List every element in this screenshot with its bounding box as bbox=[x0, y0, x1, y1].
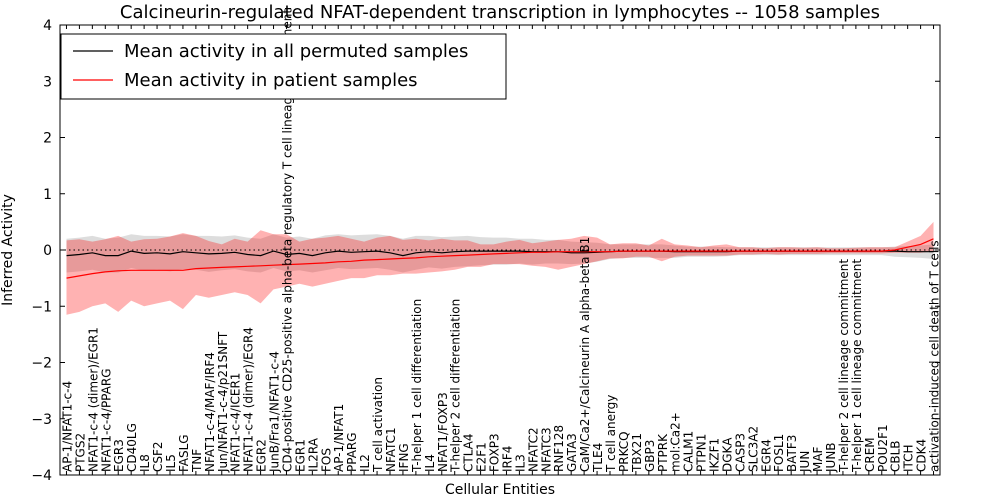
y-tick-label: 4 bbox=[43, 18, 52, 34]
x-tick-label: CTLA4 bbox=[462, 433, 476, 472]
y-tick-label: −2 bbox=[31, 356, 52, 372]
line-patient bbox=[66, 238, 934, 279]
x-tick-label: EGR2 bbox=[255, 439, 269, 472]
x-tick-label: PTGS2 bbox=[73, 433, 87, 472]
y-axis-ticks: −4 −3 −2 −1 0 1 2 3 4 bbox=[31, 18, 940, 484]
x-tick-label: NFAT1-c-4 (dimer)/EGR1 bbox=[86, 327, 100, 472]
x-tick-label: T-helper 2 cell lineage commitment bbox=[837, 259, 851, 473]
x-tick-label: IL4 bbox=[423, 454, 437, 472]
legend: Mean activity in all permuted samples Me… bbox=[60, 33, 507, 100]
x-tick-label: BATF3 bbox=[785, 435, 799, 472]
x-tick-label: PTPN1 bbox=[695, 434, 709, 472]
x-tick-label: EGR1 bbox=[293, 439, 307, 472]
x-tick-label: IL2RA bbox=[306, 437, 320, 472]
x-tick-label: mol:Ca2+ bbox=[669, 412, 683, 472]
x-tick-label: TLE4 bbox=[591, 443, 605, 473]
legend-label-permuted: Mean activity in all permuted samples bbox=[124, 41, 468, 62]
x-tick-label: IRF4 bbox=[500, 446, 514, 472]
y-axis-label: Inferred Activity bbox=[0, 194, 16, 306]
x-tick-label: CD4-positive CD25-positive alpha-beta re… bbox=[280, 9, 294, 472]
x-tick-label: DGKA bbox=[720, 437, 734, 472]
x-tick-label: EGR3 bbox=[112, 439, 126, 472]
x-tick-label: NFAT1-c-4/MAF/IRF4 bbox=[203, 352, 217, 472]
x-tick-label: NFATC2 bbox=[526, 427, 540, 472]
x-tick-label: FOXP3 bbox=[488, 433, 502, 472]
band-patient bbox=[66, 221, 934, 315]
x-tick-label: RNF128 bbox=[552, 425, 566, 472]
x-tick-label: GATA3 bbox=[565, 433, 579, 472]
x-tick-label: NFAT1-c-4 (dimer)/EGR4 bbox=[242, 327, 256, 472]
y-tick-label: 1 bbox=[43, 187, 52, 203]
x-tick-label: IL5 bbox=[164, 454, 178, 472]
chart-title: Calcineurin-regulated NFAT-dependent tra… bbox=[120, 2, 880, 23]
x-tick-label: T-helper 1 cell lineage commitment bbox=[850, 259, 864, 473]
y-tick-label: 0 bbox=[43, 243, 52, 259]
x-tick-label: NFAT1/FOXP3 bbox=[436, 392, 450, 472]
legend-box bbox=[60, 33, 507, 100]
x-tick-label: MAF bbox=[811, 446, 825, 472]
x-tick-label: TNF bbox=[190, 449, 204, 473]
x-tick-label: activation-induced cell death of T cells bbox=[928, 240, 942, 472]
x-tick-label: NFATC1 bbox=[384, 427, 398, 472]
x-tick-label: POU2F1 bbox=[876, 424, 890, 472]
x-axis-label: Cellular Entities bbox=[445, 482, 555, 498]
x-tick-label: T cell anergy bbox=[604, 395, 618, 473]
y-tick-label: 2 bbox=[43, 131, 52, 147]
series-lines bbox=[66, 238, 934, 279]
x-tick-label: JUNB bbox=[824, 442, 838, 473]
x-tick-label: FOS bbox=[319, 448, 333, 472]
y-tick-label: 3 bbox=[43, 74, 52, 90]
x-tick-label: CaM/Ca2+/Calcineurin A alpha-beta B1 bbox=[578, 237, 592, 472]
x-tick-label: GBP3 bbox=[643, 440, 657, 472]
x-tick-label: ITCH bbox=[902, 444, 916, 472]
y-tick-label: −3 bbox=[31, 412, 52, 428]
x-tick-label: CDK4 bbox=[915, 439, 929, 472]
x-tick-label: IKZF1 bbox=[708, 438, 722, 472]
x-tick-label: IL8 bbox=[138, 454, 152, 472]
x-tick-label: Jun/NFAT1-c-4/p21SNFT bbox=[216, 331, 230, 473]
x-tick-label: AP-1/NFAT1-c-4 bbox=[60, 381, 74, 472]
x-tick-label: PRKCQ bbox=[617, 431, 631, 472]
x-tick-label: CBLB bbox=[889, 440, 903, 472]
x-tick-label: PPARG bbox=[345, 432, 359, 472]
x-tick-label: T cell activation bbox=[371, 377, 385, 473]
x-tick-label: CSF2 bbox=[151, 441, 165, 472]
x-tick-label: CALM1 bbox=[682, 431, 696, 472]
x-tick-label: IL2 bbox=[358, 454, 372, 472]
x-tick-label: IFNG bbox=[397, 443, 411, 472]
x-tick-label: PTPRK bbox=[656, 433, 670, 472]
x-tick-label: AP-1/NFAT1 bbox=[332, 404, 346, 472]
x-axis-ticks bbox=[65, 25, 935, 475]
x-tick-label: NFAT1-c-4/PPARG bbox=[99, 368, 113, 472]
x-tick-label: EGR4 bbox=[759, 439, 773, 472]
x-tick-label: CD40LG bbox=[125, 423, 139, 472]
x-tick-label: FOSL1 bbox=[772, 434, 786, 472]
x-tick-label: NFAT1-c-4/ICER1 bbox=[229, 373, 243, 472]
x-tick-label: E2F1 bbox=[475, 442, 489, 472]
x-tick-label: JunB/Fra1/NFAT1-c-4 bbox=[268, 351, 282, 473]
x-tick-label: FASLG bbox=[177, 434, 191, 472]
x-tick-label: SLC3A2 bbox=[746, 426, 760, 472]
y-tick-label: −1 bbox=[31, 299, 52, 315]
x-tick-label: TBX21 bbox=[630, 433, 644, 473]
legend-label-patient: Mean activity in patient samples bbox=[124, 70, 418, 91]
x-tick-label: CREM bbox=[863, 437, 877, 472]
x-tick-label: JUN bbox=[798, 451, 812, 473]
y-tick-label: −4 bbox=[31, 468, 52, 484]
x-tick-label: T-helper 2 cell differentiation bbox=[449, 299, 463, 473]
x-tick-label: T-helper 1 cell differentiation bbox=[410, 299, 424, 473]
x-tick-label: IL3 bbox=[513, 454, 527, 472]
x-tick-label: NFATC3 bbox=[539, 427, 553, 472]
x-tick-label: CASP3 bbox=[733, 433, 747, 472]
